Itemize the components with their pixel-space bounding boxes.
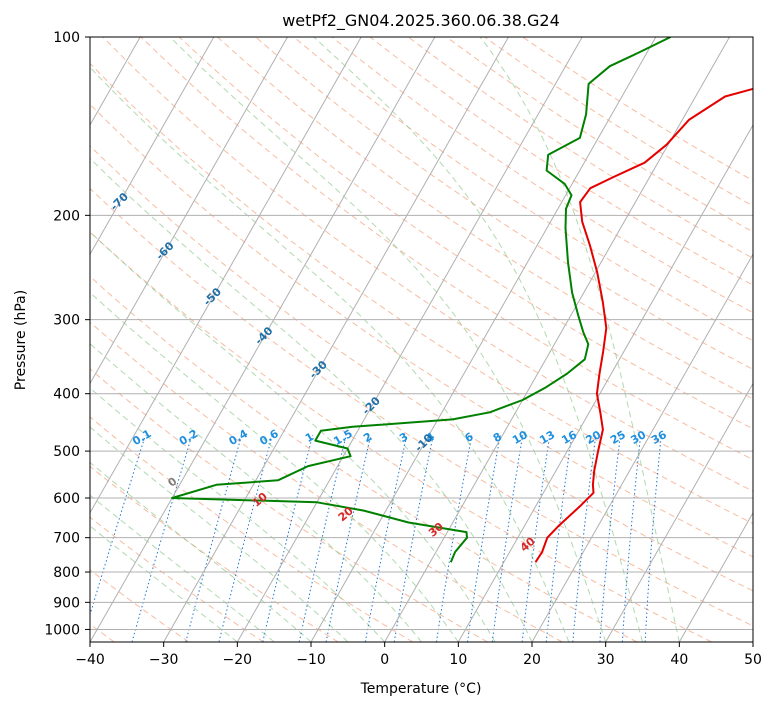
mixing-ratio-line xyxy=(491,435,524,642)
mixing-ratio-line xyxy=(572,435,597,642)
y-tick-label: 100 xyxy=(53,30,80,46)
dry-adiabat xyxy=(90,103,753,558)
x-tick-label: 50 xyxy=(744,652,762,668)
x-tick-label: 20 xyxy=(523,652,541,668)
dry-adiabat xyxy=(90,516,264,642)
moist-adiabat xyxy=(90,66,570,642)
dry-adiabat xyxy=(90,62,753,525)
dry-adiabat xyxy=(90,145,753,592)
x-tick-label: −30 xyxy=(149,652,179,668)
mixing-ratio-line xyxy=(545,435,573,642)
moist-adiabat xyxy=(90,231,496,642)
mixing-ratio-line xyxy=(644,435,662,642)
dry-adiabat xyxy=(90,465,339,642)
y-tick-label: 1000 xyxy=(44,622,80,638)
mixing-ratio-line xyxy=(435,435,473,642)
y-axis-ticks: 100 200 300 400 500 600 700 800 900 1000 xyxy=(44,30,90,638)
dry-adiabat xyxy=(140,37,753,461)
y-tick-label: 400 xyxy=(53,387,80,403)
moist-adiabat xyxy=(90,426,349,642)
x-tick-label: 0 xyxy=(380,652,389,668)
dry-adiabat xyxy=(90,569,190,642)
y-tick-label: 200 xyxy=(53,208,80,224)
x-axis-label: Temperature (°C) xyxy=(360,681,482,697)
dry-adiabat xyxy=(178,37,753,430)
x-tick-label: −40 xyxy=(75,652,105,668)
dry-adiabat xyxy=(90,368,488,642)
dry-adiabat xyxy=(331,37,753,314)
y-tick-label: 600 xyxy=(53,491,80,507)
pressure-gridlines xyxy=(90,37,753,630)
moist-adiabat xyxy=(90,291,459,642)
dry-adiabat xyxy=(90,231,712,642)
isotherm-line xyxy=(90,37,362,514)
moist-adiabat xyxy=(479,37,680,642)
mixing-ratio-line xyxy=(364,435,408,642)
mixing-ratio-line xyxy=(521,435,551,642)
isotherm-line xyxy=(163,37,509,642)
dry-adiabat xyxy=(90,187,753,627)
isotherm-line xyxy=(90,37,215,256)
mixing-ratio-lines xyxy=(90,435,662,642)
moist-adiabat xyxy=(169,37,607,642)
isotherm-line xyxy=(90,37,436,642)
mixing-ratio-line xyxy=(621,435,642,642)
x-axis-ticks: −40 −30 −20 −10 0 10 20 30 40 50 xyxy=(75,642,762,668)
y-tick-label: 700 xyxy=(53,531,80,547)
moist-adiabat xyxy=(313,37,643,642)
isotherm-line xyxy=(310,37,657,642)
isotherm-line xyxy=(457,124,753,642)
x-tick-label: 40 xyxy=(670,652,688,668)
mixing-ratio-line xyxy=(131,435,193,642)
isotherm-line xyxy=(90,37,288,385)
sounding-profiles xyxy=(171,37,753,563)
y-tick-label: 900 xyxy=(53,595,80,611)
isotherm-line xyxy=(678,511,753,642)
y-tick-label: 800 xyxy=(53,565,80,581)
plot-frame xyxy=(89,36,754,643)
isotherm-line xyxy=(605,382,753,642)
chart-title: wetPf2_GN04.2025.360.06.38.G24 xyxy=(282,11,560,31)
plot-area: 0.10.20.40.611.52346810131620253036-100-… xyxy=(90,37,753,642)
moist-adiabat xyxy=(90,157,533,642)
isotherm-line xyxy=(531,253,753,642)
y-tick-label: 300 xyxy=(53,313,80,329)
dry-adiabat xyxy=(102,37,753,492)
mixing-ratio-line xyxy=(325,435,372,642)
dry-adiabat xyxy=(293,37,753,342)
dry-adiabat xyxy=(90,275,638,642)
x-tick-label: −20 xyxy=(223,652,253,668)
x-tick-label: 30 xyxy=(597,652,615,668)
isotherm-line xyxy=(236,37,583,642)
isotherm-lines xyxy=(90,37,753,642)
mixing-ratio-line xyxy=(467,435,501,642)
moist-adiabat xyxy=(90,343,422,642)
dry-adiabat xyxy=(90,321,563,642)
temperature-profile xyxy=(534,87,753,563)
x-tick-label: −10 xyxy=(296,652,326,668)
y-axis-label: Pressure (hPa) xyxy=(13,290,29,390)
dewpoint-profile xyxy=(171,37,672,563)
mixing-ratio-line xyxy=(262,435,314,642)
y-tick-label: 500 xyxy=(53,444,80,460)
mixing-ratio-line xyxy=(298,435,347,642)
mixing-ratio-line xyxy=(599,435,621,642)
x-tick-label: 10 xyxy=(449,652,467,668)
